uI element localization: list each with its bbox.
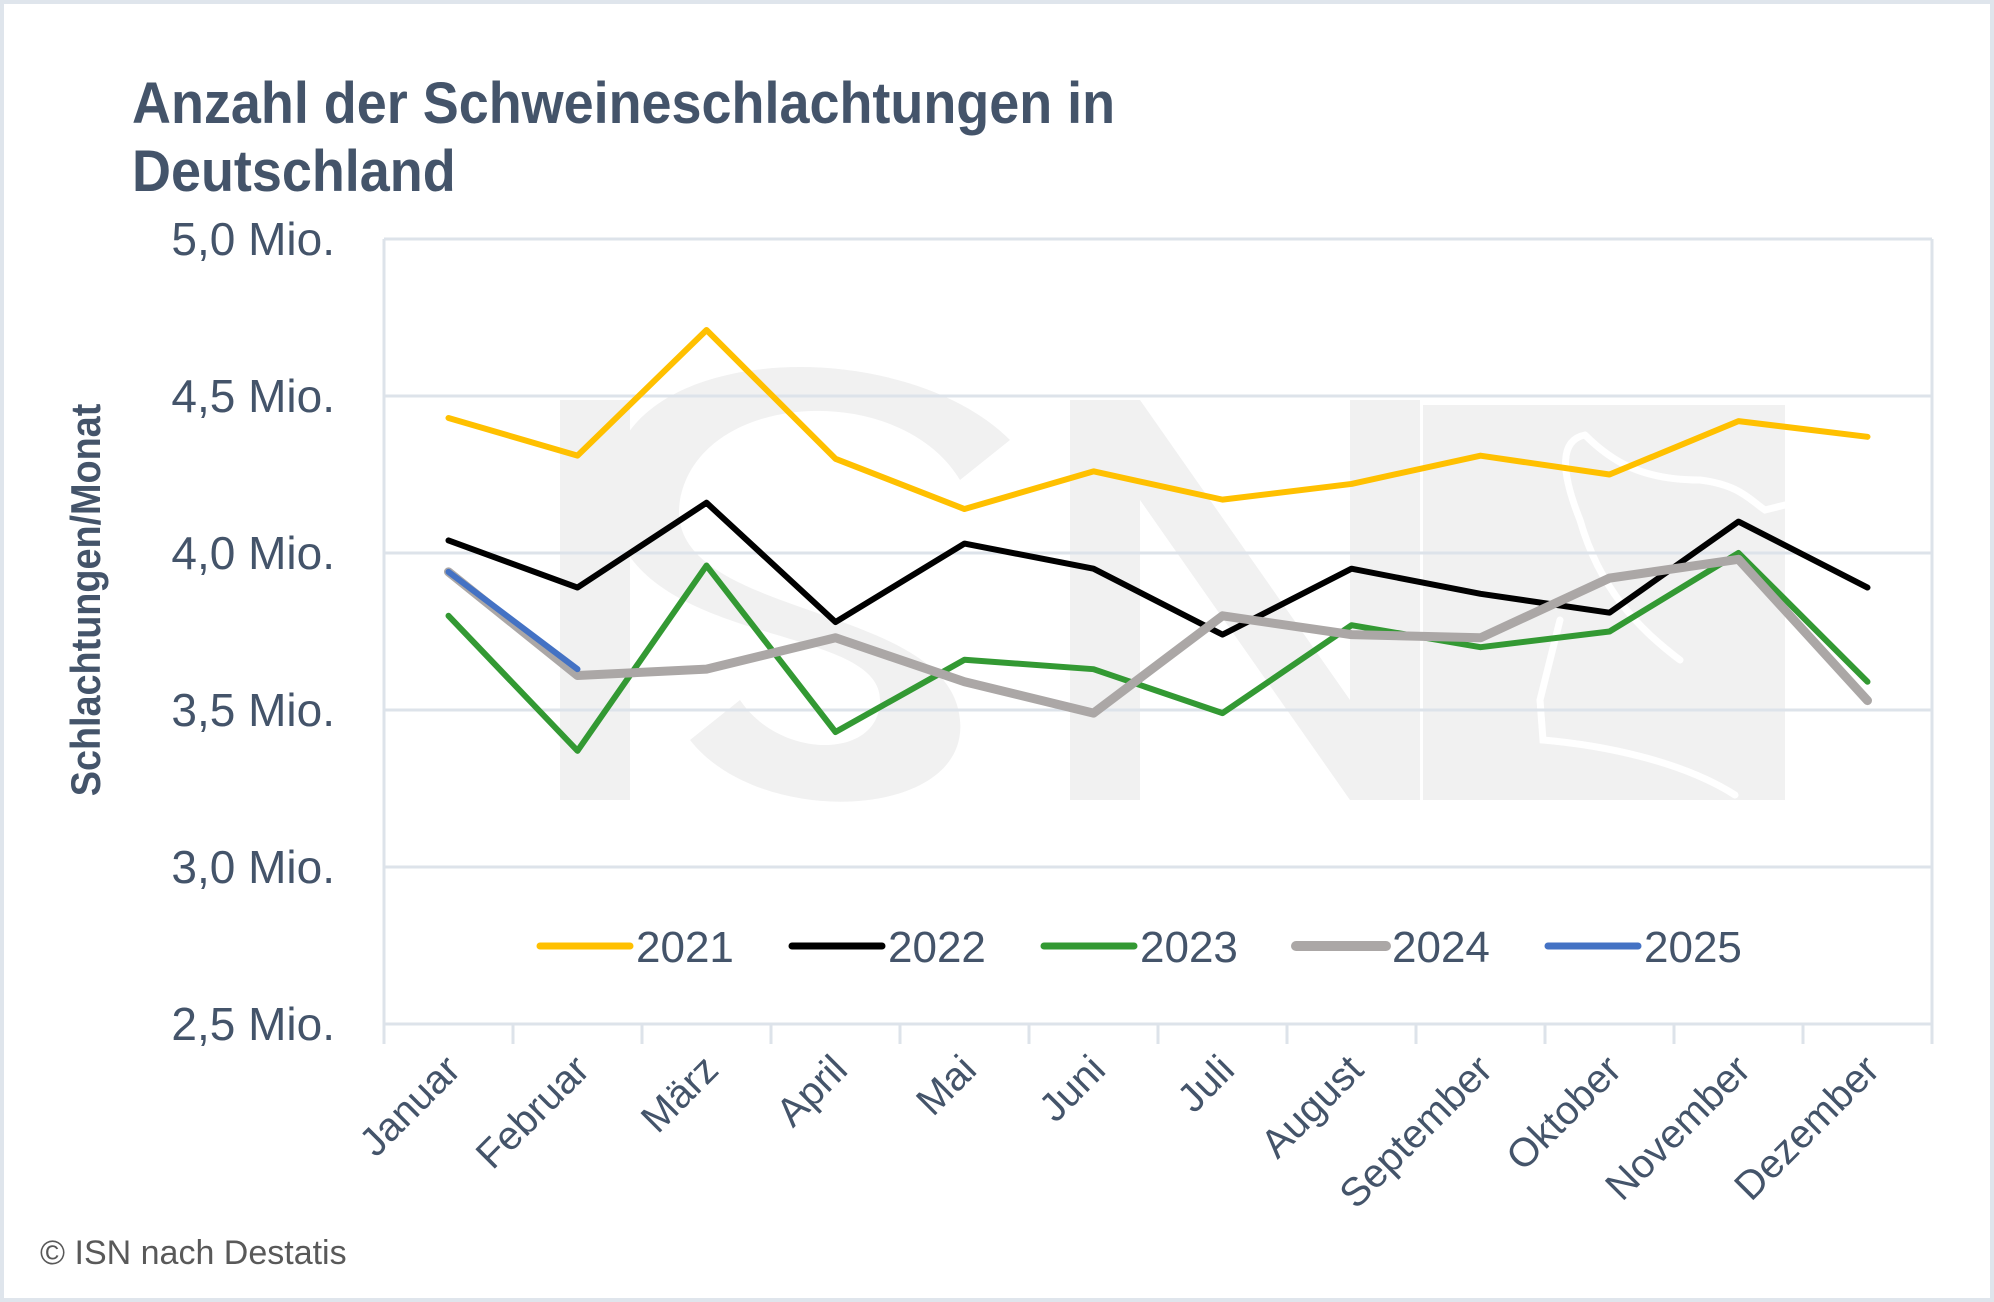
x-tick-label: Januar — [351, 1047, 469, 1165]
chart-title-line-2: Deutschland — [132, 139, 456, 204]
x-tick-label: Mai — [908, 1047, 985, 1124]
watermark-pig-outline — [1536, 431, 1789, 799]
watermark-letter-n — [1070, 400, 1420, 800]
y-tick-label: 2,5 Mio. — [171, 998, 335, 1050]
y-tick-label: 3,0 Mio. — [171, 841, 335, 893]
series-line-2024 — [444, 554, 1872, 718]
y-tick-label: 4,5 Mio. — [171, 370, 335, 422]
y-tick-labels: 2,5 Mio. 3,0 Mio. 3,5 Mio. 4,0 Mio. 4,5 Mio.… — [171, 213, 335, 1050]
source-credit: © ISN nach Destatis — [40, 1234, 347, 1272]
legend-label-2023: 2023 — [1140, 923, 1238, 972]
x-tick-label: Juni — [1031, 1047, 1114, 1130]
legend-label-2021: 2021 — [636, 923, 734, 972]
x-tick-label: August — [1253, 1047, 1372, 1166]
series-lines — [444, 327, 1872, 754]
x-tick-label: Juli — [1169, 1047, 1243, 1121]
series-line-2021 — [445, 327, 1871, 513]
y-tick-label: 4,0 Mio. — [171, 527, 335, 579]
series-line-2025 — [445, 568, 581, 673]
chart-title: Anzahl der Schweineschlachtungen in Deut… — [132, 70, 1434, 206]
legend-label-2022: 2022 — [888, 923, 986, 972]
x-tick-label: März — [633, 1047, 727, 1141]
watermark-pig-box — [1423, 405, 1785, 800]
series-line-2022 — [445, 499, 1871, 638]
x-tick-label: April — [768, 1047, 856, 1135]
y-tick-label: 3,5 Mio. — [171, 684, 335, 736]
y-axis-title: Schlachtungen/Monat — [63, 404, 109, 797]
legend: 2021 2022 2023 2024 2025 — [536, 923, 1742, 972]
y-tick-label: 5,0 Mio. — [171, 213, 335, 265]
x-tick-label: Oktober — [1498, 1047, 1630, 1179]
series-line-2023 — [445, 550, 1871, 754]
x-tick-label: Februar — [468, 1047, 598, 1177]
chart-title-line-1: Anzahl der Schweineschlachtungen in — [132, 71, 1116, 136]
legend-label-2025: 2025 — [1644, 923, 1742, 972]
axes — [382, 239, 1934, 1044]
legend-label-2024: 2024 — [1392, 923, 1490, 972]
